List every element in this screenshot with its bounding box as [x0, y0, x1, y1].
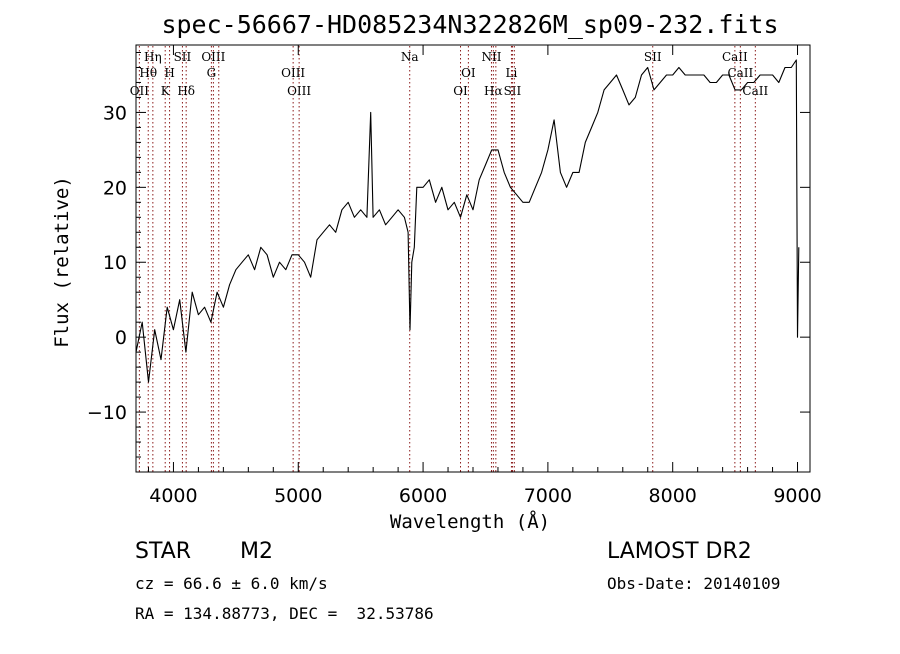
x-axis-label: Wavelength (Å)	[390, 510, 550, 533]
spectrum-series	[135, 59, 800, 383]
y-axis-label: Flux (relative)	[51, 176, 73, 348]
line-marker-label-5: SII	[174, 50, 192, 64]
line-marker-label-11: OIII	[287, 84, 311, 98]
y-tick-label-0: −10	[87, 402, 127, 424]
y-tick-label-3: 20	[103, 177, 127, 199]
line-marker-label-2: Hη	[144, 50, 162, 64]
line-marker-label-12: Na	[401, 50, 419, 64]
line-marker-label-15: NII	[481, 50, 501, 64]
line-marker-label-13: OI	[453, 84, 468, 98]
axis-ticks: 4000 5000 6000 7000 8000 9000 −10 0 10 20 30	[87, 45, 822, 507]
coordinates-readout: RA = 134.88773, DEC = 32.53786	[135, 604, 434, 623]
line-marker-label-7: G	[207, 66, 217, 80]
line-marker-label-1: Hθ	[139, 66, 157, 80]
line-marker-label-6: Hδ	[177, 84, 195, 98]
x-tick-label-3: 7000	[524, 485, 572, 507]
line-marker-label-22: CaII	[722, 50, 748, 64]
line-marker-label-3: K	[161, 84, 171, 98]
object-class: STAR	[135, 539, 192, 564]
plot-frame	[135, 44, 811, 473]
line-marker-label-23: CaII	[727, 66, 753, 80]
line-marker-label-24: CaII	[742, 84, 768, 98]
survey-name: LAMOST DR2	[607, 539, 752, 564]
line-marker-label-21: SII	[644, 50, 662, 64]
x-tick-label-5: 9000	[773, 485, 821, 507]
y-tick-label-4: 30	[103, 102, 127, 124]
chart-title: spec-56667-HD085234N322826M_sp09-232.fit…	[161, 10, 778, 39]
spectrum-line	[135, 59, 800, 383]
line-marker-label-14: OI	[461, 66, 476, 80]
line-marker-label-19: SII	[504, 84, 522, 98]
object-subclass: M2	[240, 539, 273, 564]
x-tick-label-2: 6000	[399, 485, 447, 507]
line-marker-label-8: OIII	[201, 50, 225, 64]
line-marker-label-4: H	[164, 66, 174, 80]
emission-line-markers: OIIHθHηKHSIIHδGOIIIOIIIOIIINaOIOINIIHαLi…	[130, 46, 768, 472]
y-tick-label-2: 10	[103, 252, 127, 274]
x-tick-label-0: 4000	[149, 485, 197, 507]
line-marker-label-18: Li	[506, 66, 518, 80]
x-tick-label-4: 8000	[649, 485, 697, 507]
line-marker-label-10: OIII	[281, 66, 305, 80]
obs-date: Obs-Date: 20140109	[607, 574, 781, 593]
x-tick-label-1: 5000	[274, 485, 322, 507]
y-tick-label-1: 0	[115, 327, 127, 349]
line-marker-label-0: OII	[130, 84, 150, 98]
redshift-readout: cz = 66.6 ± 6.0 km/s	[135, 574, 328, 593]
line-marker-label-16: Hα	[484, 84, 503, 98]
